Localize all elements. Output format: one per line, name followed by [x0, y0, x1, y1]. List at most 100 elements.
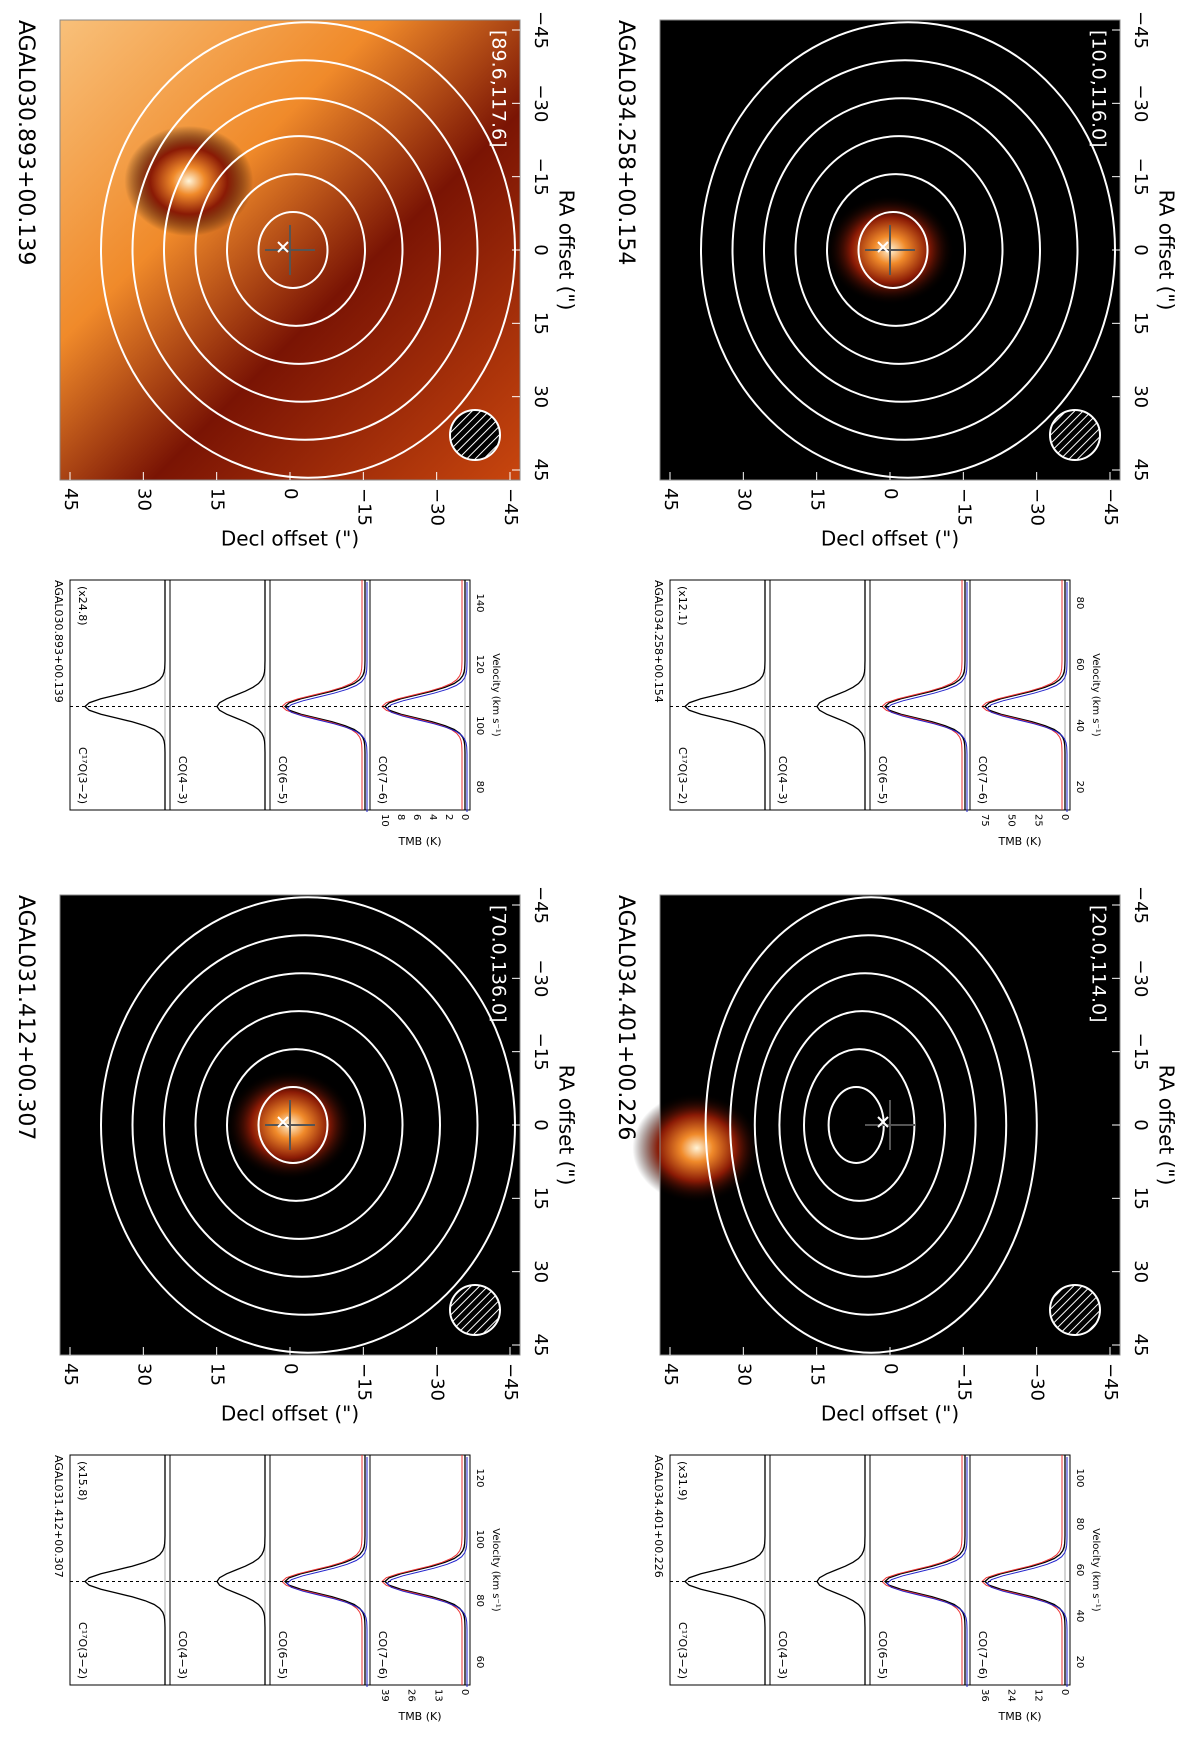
- contour: [194, 135, 404, 365]
- velocity-tick-label: 80: [474, 1594, 485, 1607]
- map-box-label: [70.0,136.0]: [488, 905, 510, 1023]
- spectrum-strip: [869, 579, 971, 812]
- ra-tick-label: 45: [530, 459, 551, 482]
- ra-tick-label: 0: [530, 244, 551, 255]
- spectrum: [684, 1455, 766, 1685]
- tmb-tick-label: 4: [427, 814, 438, 820]
- beam: [449, 409, 501, 461]
- spectrum-strip: [369, 1454, 471, 1687]
- velocity-tick-label: 60: [1074, 658, 1085, 671]
- ra-tick-label: −15: [1130, 158, 1151, 196]
- line-label: CO(4−3): [176, 756, 189, 804]
- decl-tick-label: 15: [807, 488, 828, 511]
- ra-tick-label: −30: [530, 959, 551, 997]
- spectrum: [984, 580, 1066, 810]
- ra-tick-label: 15: [1130, 312, 1151, 335]
- decl-axis-label: Decl offset ("): [821, 527, 959, 551]
- tmb-axis-label: TMB (K): [997, 835, 1041, 848]
- spectrum: [884, 580, 966, 810]
- source-x: [877, 241, 889, 253]
- beam: [1049, 1284, 1101, 1336]
- tmb-tick-label: 2: [443, 814, 454, 820]
- decl-tick-label: 0: [880, 488, 901, 499]
- ra-tick-label: −30: [1130, 84, 1151, 122]
- velocity-axis-label: Velocity (km s⁻¹): [1090, 653, 1101, 737]
- spectrum: [816, 1455, 866, 1685]
- tmb-tick-label: 36: [979, 1689, 990, 1702]
- fit-component: [286, 582, 368, 812]
- velocity-axis-label: Velocity (km s⁻¹): [490, 653, 501, 737]
- source-marker: [265, 225, 315, 275]
- spectrum-strip: [169, 579, 271, 811]
- decl-tick-label: −30: [1027, 1363, 1048, 1401]
- velocity-tick-label: 100: [474, 1530, 485, 1549]
- spectrum-strip: [969, 579, 1071, 812]
- decl-tick-label: 45: [60, 488, 81, 511]
- fit-component: [386, 1457, 468, 1687]
- line-label: C¹⁷O(3−2): [76, 747, 89, 804]
- beam: [1049, 409, 1101, 461]
- fit-component: [986, 582, 1068, 812]
- strip-frame: [969, 579, 1071, 811]
- contour: [704, 896, 1038, 1354]
- fit-component: [986, 1457, 1068, 1687]
- spectrum: [84, 1455, 166, 1685]
- ra-tick-label: 30: [530, 1260, 551, 1283]
- line-label: CO(6−5): [876, 1631, 889, 1679]
- scale-label: (x31.9): [676, 1461, 689, 1501]
- source-marker: [265, 1100, 315, 1150]
- contour: [826, 173, 966, 327]
- strip-frame: [369, 1454, 471, 1686]
- ra-axis-label: RA offset ("): [555, 190, 579, 311]
- spectrum-strip: [769, 579, 871, 811]
- spectrum-strip: [969, 1454, 1071, 1687]
- emission-peak: [632, 1092, 762, 1204]
- decl-tick-label: 45: [60, 1363, 81, 1386]
- ra-tick-label: 30: [1130, 1260, 1151, 1283]
- line-label: C¹⁷O(3−2): [676, 747, 689, 804]
- ra-tick-label: 45: [530, 1334, 551, 1357]
- contour: [131, 934, 479, 1316]
- beam: [449, 1284, 501, 1336]
- map-title: AGAL034.258+00.154: [613, 20, 638, 265]
- decl-tick-label: −45: [1100, 488, 1121, 526]
- decl-tick-label: 30: [133, 1363, 154, 1386]
- fit-component: [286, 1457, 368, 1687]
- ra-tick-label: 0: [530, 1119, 551, 1130]
- spectra-title: AGAL034.258+00.154: [652, 580, 665, 703]
- fit-total: [981, 580, 1063, 810]
- tmb-axis-label: TMB (K): [997, 1710, 1041, 1723]
- fit-total: [281, 1455, 363, 1685]
- fit-total: [281, 580, 363, 810]
- scale-label: (x24.8): [76, 586, 89, 626]
- ra-tick-label: 15: [1130, 1187, 1151, 1210]
- fit-component: [886, 1457, 968, 1687]
- spectrum: [384, 580, 466, 810]
- source-x: [277, 241, 289, 253]
- decl-axis-label: Decl offset ("): [221, 527, 359, 551]
- velocity-tick-label: 140: [474, 593, 485, 612]
- fit-total: [381, 580, 463, 810]
- line-label: CO(7−6): [376, 756, 389, 804]
- line-label: CO(6−5): [276, 1631, 289, 1679]
- contour: [163, 972, 441, 1278]
- spectrum: [384, 1455, 466, 1685]
- contour: [257, 1086, 329, 1164]
- spectra-title: AGAL030.893+00.139: [52, 580, 65, 703]
- map-box-label: [89.6,117.6]: [488, 30, 510, 148]
- map-box-label: [10.0,116.0]: [1088, 30, 1110, 148]
- contour: [794, 135, 1004, 365]
- ra-tick-label: 0: [1130, 244, 1151, 255]
- fit-component: [386, 582, 468, 812]
- contour: [778, 1010, 947, 1240]
- source-x: [877, 1116, 889, 1128]
- ra-tick-label: −45: [530, 886, 551, 924]
- contour: [257, 211, 329, 289]
- decl-axis-label: Decl offset ("): [221, 1402, 359, 1426]
- contour: [226, 1048, 366, 1202]
- decl-tick-label: 15: [207, 1363, 228, 1386]
- tmb-tick-label: 0: [459, 814, 470, 820]
- decl-tick-label: 0: [880, 1363, 901, 1374]
- contour: [763, 97, 1041, 403]
- line-label: CO(4−3): [176, 1631, 189, 1679]
